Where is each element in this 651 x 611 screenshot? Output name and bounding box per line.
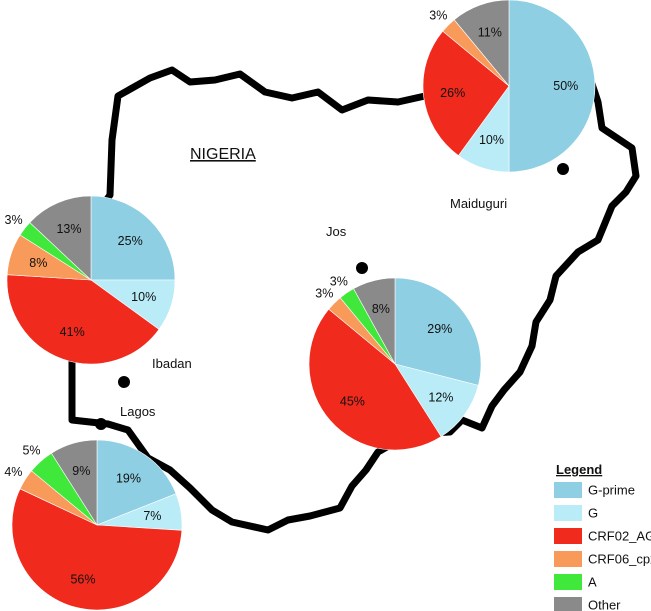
pie-label-lagos-other: 9% — [72, 464, 90, 478]
pie-slice-lagos-other — [51, 439, 98, 527]
city-label-maiduguri: Maiduguri — [450, 196, 507, 211]
pie-label-jos-crf02-ag: 45% — [340, 395, 365, 409]
pie-label-ibadan-crf02-ag: 41% — [60, 325, 85, 339]
city-label-lagos: Lagos — [120, 404, 156, 419]
legend-label-g-prime: G-prime — [588, 483, 635, 498]
pie-slice-ibadan-crf02-ag — [6, 274, 160, 365]
pie-label-ibadan-other: 13% — [56, 222, 81, 236]
pie-label-maiduguri-other: 11% — [478, 26, 502, 40]
pie-slice-lagos-g-prime — [96, 439, 177, 526]
pie-maiduguri: 50% 10% 26% 3% 11% — [422, 0, 596, 173]
pie-ibadan: 25% 10% 41% 8% 3% 13% — [5, 195, 176, 365]
pie-label-jos-g: 12% — [428, 390, 453, 404]
pie-label-jos-g-prime: 29% — [427, 322, 452, 336]
legend-label-other: Other — [588, 598, 621, 611]
legend-swatch-g — [554, 505, 582, 521]
pie-label-maiduguri-g-prime: 50% — [553, 79, 578, 93]
legend-label-g: G — [588, 506, 598, 521]
legend-swatch-other — [554, 597, 582, 611]
pie-label-maiduguri-crf02-ag: 26% — [440, 86, 465, 100]
legend-swatch-crf02 — [554, 528, 582, 544]
country-label: NIGERIA — [190, 146, 256, 163]
pie-slice-ibadan-other — [29, 195, 92, 281]
pie-lagos: 19% 7% 56% 4%5% 9% — [4, 439, 183, 611]
pie-label-lagos-crf02-ag: 56% — [70, 572, 95, 586]
pie-charts: 50% 10% 26% 3% 11% 25% 10% 41% 8% 3% 13% 29% 12% 45% 3… — [4, 0, 596, 611]
pie-label-maiduguri-crf06-cpx: 3% — [429, 8, 447, 22]
city-label-jos: Jos — [326, 224, 347, 239]
legend-label-a: A — [588, 575, 597, 590]
city-dot-maiduguri — [557, 163, 569, 175]
pie-slice-jos-g — [394, 363, 479, 438]
pie-slice-ibadan-g-prime — [90, 195, 176, 281]
pie-label-ibadan-g-prime: 25% — [118, 234, 143, 248]
pie-label-lagos-crf06-cpx: 4% — [4, 465, 22, 479]
pie-label-jos-a: 3% — [330, 274, 348, 288]
pie-slice-maiduguri-g-prime — [508, 0, 596, 173]
pie-slice-maiduguri-other — [453, 0, 510, 87]
pie-label-lagos-g: 7% — [143, 509, 161, 523]
city-dot-ibadan — [118, 376, 130, 388]
pie-slice-lagos-crf02-ag — [11, 488, 183, 611]
legend-label-crf06: CRF06_cpx — [588, 552, 651, 567]
legend: Legend G-prime G CRF02_AG CRF06_cpx A Other — [548, 456, 651, 611]
pie-jos: 29% 12% 45% 3%3% 8% — [308, 274, 482, 451]
pie-slice-maiduguri-crf02-ag — [422, 30, 510, 156]
nigeria-border — [64, 51, 640, 534]
legend-swatch-crf06 — [554, 551, 582, 567]
legend-swatch-a — [554, 574, 582, 590]
pie-label-ibadan-crf06-cpx: 8% — [29, 256, 47, 270]
pie-label-lagos-a: 5% — [22, 444, 40, 458]
pie-label-ibadan-g: 10% — [131, 290, 156, 304]
pie-label-ibadan-a: 3% — [5, 213, 23, 227]
legend-label-crf02: CRF02_AG — [588, 529, 651, 544]
pie-slice-jos-other — [353, 277, 396, 365]
pie-label-jos-other: 8% — [372, 302, 390, 316]
city-dot-lagos — [95, 418, 107, 430]
pie-label-maiduguri-g: 10% — [479, 133, 504, 147]
pie-slice-jos-crf02-ag — [308, 308, 442, 451]
city-label-ibadan: Ibadan — [152, 356, 192, 371]
legend-swatch-g-prime — [554, 482, 582, 498]
pie-label-lagos-g-prime: 19% — [116, 472, 141, 486]
pie-label-jos-crf06-cpx: 3% — [315, 286, 333, 300]
city-dot-jos — [356, 262, 368, 274]
pie-slice-jos-g-prime — [394, 277, 482, 386]
legend-title: Legend — [556, 462, 602, 477]
